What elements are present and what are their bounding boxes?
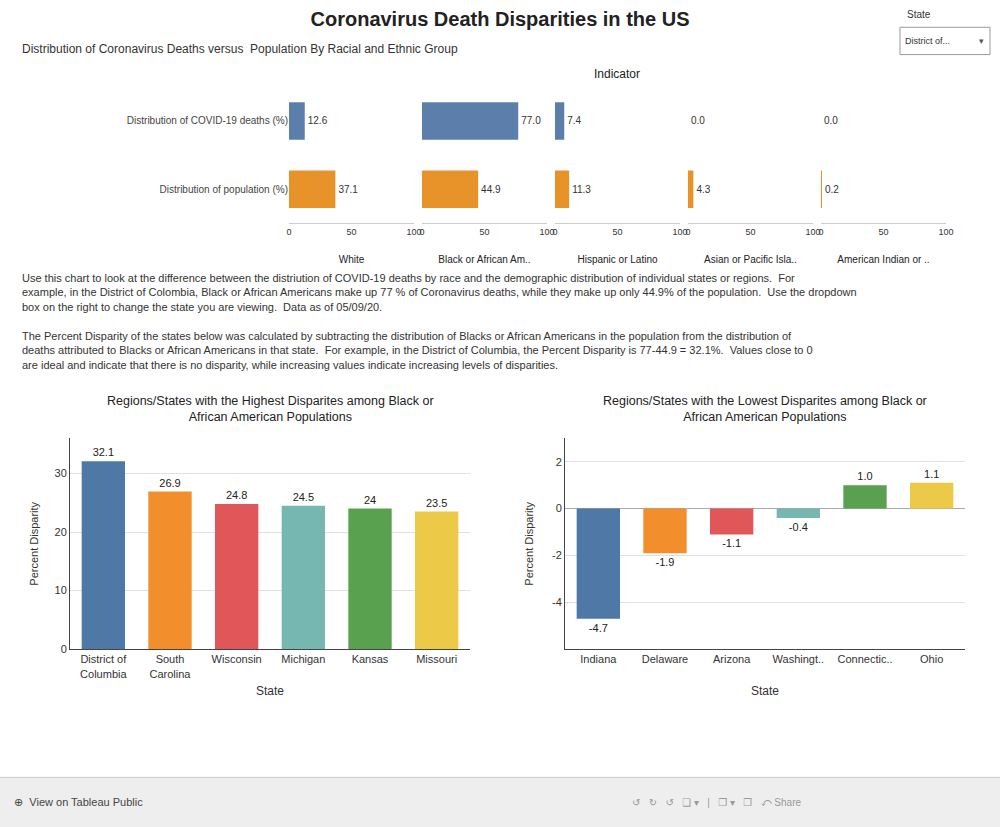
svg-text:0.0: 0.0	[691, 115, 705, 126]
svg-text:Michigan: Michigan	[281, 653, 325, 665]
svg-text:The Percent Disparity of the s: The Percent Disparity of the states belo…	[22, 330, 813, 371]
svg-text:11.3: 11.3	[572, 184, 591, 195]
svg-text:Hispanic or Latino: Hispanic or Latino	[577, 254, 657, 265]
svg-text:100: 100	[938, 227, 953, 237]
svg-text:32.1: 32.1	[93, 446, 114, 458]
svg-text:Connectic..: Connectic..	[837, 653, 892, 665]
svg-text:↺ ↻ ↺ ❑ ▾ | ❐ ▾ ❒: ↺ ↻ ↺ ❑ ▾ | ❐ ▾ ❒ ⤺ Share	[632, 797, 801, 808]
svg-text:0: 0	[556, 502, 562, 514]
svg-text:24.8: 24.8	[226, 489, 247, 501]
svg-text:White: White	[339, 254, 365, 265]
svg-text:Percent Disparity: Percent Disparity	[523, 501, 535, 585]
svg-text:Missouri: Missouri	[416, 653, 457, 665]
svg-text:Kansas: Kansas	[352, 653, 389, 665]
svg-text:20: 20	[55, 526, 67, 538]
svg-text:-1.1: -1.1	[722, 537, 741, 549]
svg-text:0: 0	[818, 227, 823, 237]
svg-text:State: State	[907, 9, 931, 20]
svg-text:-4: -4	[552, 596, 562, 608]
svg-text:State: State	[751, 684, 779, 698]
svg-text:50: 50	[479, 227, 489, 237]
svg-text:0.2: 0.2	[825, 184, 839, 195]
svg-text:77.0: 77.0	[521, 115, 541, 126]
svg-text:26.9: 26.9	[159, 477, 180, 489]
svg-text:Wisconsin: Wisconsin	[212, 653, 262, 665]
svg-text:Ohio: Ohio	[920, 653, 943, 665]
svg-text:American Indian or ..: American Indian or ..	[837, 254, 929, 265]
svg-text:37.1: 37.1	[338, 184, 358, 195]
svg-text:50: 50	[346, 227, 356, 237]
svg-text:SouthCarolina: SouthCarolina	[150, 653, 192, 679]
svg-text:▾: ▾	[979, 36, 984, 46]
svg-text:0: 0	[61, 643, 67, 655]
svg-text:12.6: 12.6	[308, 115, 328, 126]
svg-text:7.4: 7.4	[567, 115, 581, 126]
svg-text:0: 0	[552, 227, 557, 237]
svg-text:50: 50	[612, 227, 622, 237]
svg-text:100: 100	[406, 227, 421, 237]
svg-text:Washingt..: Washingt..	[773, 653, 825, 665]
svg-text:0.0: 0.0	[824, 115, 838, 126]
svg-text:4.3: 4.3	[696, 184, 710, 195]
svg-text:Distribution of COVID-19 death: Distribution of COVID-19 deaths (%)	[127, 115, 288, 126]
svg-text:10: 10	[55, 584, 67, 596]
svg-text:1.1: 1.1	[924, 468, 939, 480]
svg-text:Black or African Am..: Black or African Am..	[438, 254, 530, 265]
svg-text:-0.4: -0.4	[789, 521, 808, 533]
svg-text:Delaware: Delaware	[642, 653, 688, 665]
svg-text:-1.9: -1.9	[656, 556, 675, 568]
svg-text:24: 24	[364, 494, 376, 506]
svg-text:Asian or Pacific Isla..: Asian or Pacific Isla..	[704, 254, 797, 265]
svg-text:23.5: 23.5	[426, 497, 447, 509]
svg-text:⊕ View on Tableau Public: ⊕ View on Tableau Public	[14, 796, 143, 808]
svg-text:24.5: 24.5	[293, 491, 314, 503]
svg-text:50: 50	[878, 227, 888, 237]
svg-text:Regions/States with the Highes: Regions/States with the Highest Disparit…	[107, 394, 434, 424]
svg-text:District ofColumbia: District ofColumbia	[80, 653, 127, 679]
svg-text:Percent Disparity: Percent Disparity	[28, 501, 40, 585]
svg-text:Arizona: Arizona	[713, 653, 751, 665]
svg-text:50: 50	[745, 227, 755, 237]
svg-text:-2: -2	[552, 549, 562, 561]
svg-text:Distribution of population (%): Distribution of population (%)	[160, 184, 288, 195]
svg-text:0: 0	[286, 227, 291, 237]
svg-text:Indicator: Indicator	[594, 67, 640, 81]
svg-text:2: 2	[556, 456, 562, 468]
svg-text:0: 0	[419, 227, 424, 237]
svg-text:30: 30	[55, 467, 67, 479]
svg-text:100: 100	[672, 227, 687, 237]
svg-text:Distribution of Coronavirus De: Distribution of Coronavirus Deaths versu…	[22, 42, 458, 56]
svg-text:100: 100	[805, 227, 820, 237]
svg-text:District of...: District of...	[905, 36, 950, 46]
svg-text:Regions/States with the Lowest: Regions/States with the Lowest Disparite…	[603, 394, 927, 424]
svg-text:-4.7: -4.7	[589, 622, 608, 634]
svg-text:44.9: 44.9	[481, 184, 501, 195]
svg-text:Coronavirus Death Disparities: Coronavirus Death Disparities in the US	[311, 8, 690, 30]
svg-text:1.0: 1.0	[857, 470, 872, 482]
svg-text:Use this chart to look at the: Use this chart to look at the difference…	[22, 272, 857, 313]
svg-text:0: 0	[685, 227, 690, 237]
svg-text:Indiana: Indiana	[580, 653, 617, 665]
svg-text:100: 100	[539, 227, 554, 237]
svg-text:State: State	[256, 684, 284, 698]
